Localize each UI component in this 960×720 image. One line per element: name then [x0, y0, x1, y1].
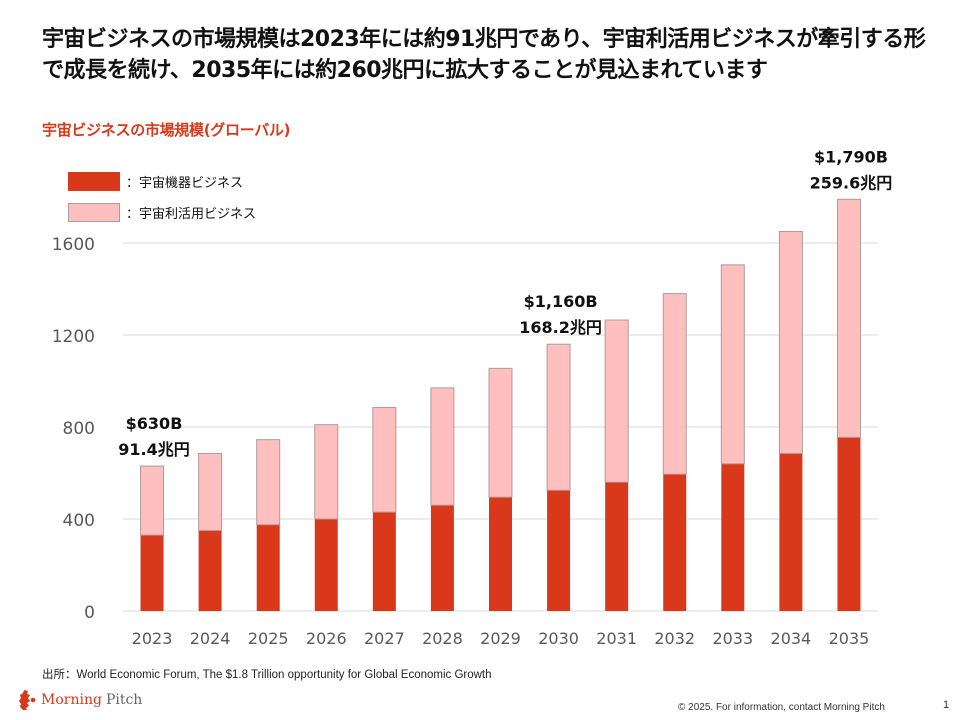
data-label-usd: $1,790B	[814, 147, 888, 166]
x-tick-label: 2026	[306, 629, 347, 648]
logo-word-morning: Morning	[41, 692, 102, 708]
y-tick-label: 1600	[52, 235, 95, 255]
bar-segment-equipment	[547, 490, 571, 611]
bar-segment-utilization	[198, 452, 223, 532]
bar-segment-equipment	[837, 437, 861, 611]
chart-title: 宇宙ビジネスの市場規模(グローバル)	[42, 121, 291, 139]
bar-segment-utilization	[140, 465, 165, 536]
bar-segment-utilization	[256, 439, 281, 526]
legend-swatch-utilization	[68, 203, 120, 222]
bar-segment-utilization	[372, 406, 397, 513]
data-label-jpy: 259.6兆円	[810, 173, 893, 192]
bar-segment-utilization	[720, 264, 745, 465]
chart-legend: ：宇宙機器ビジネス ：宇宙利活用ビジネス	[68, 171, 256, 233]
bar-segment-equipment	[489, 497, 512, 611]
data-label-jpy: 168.2兆円	[519, 318, 602, 337]
legend-item-utilization: ：宇宙利活用ビジネス	[68, 202, 256, 223]
x-tick-label: 2035	[829, 629, 870, 648]
y-tick-label: 800	[63, 419, 95, 439]
bar-segment-equipment	[140, 535, 164, 611]
bar-segment-equipment	[372, 512, 396, 611]
x-tick-label: 2027	[364, 629, 405, 648]
copyright-text: © 2025. For information, contact Morning…	[678, 702, 885, 713]
bar-segment-equipment	[256, 524, 280, 611]
x-tick-label: 2033	[712, 629, 753, 648]
x-tick-label: 2034	[771, 629, 812, 648]
y-tick-label: 1200	[52, 327, 95, 347]
bar-segment-utilization	[430, 387, 455, 506]
bar-segment-equipment	[430, 505, 454, 611]
x-tick-label: 2032	[654, 629, 695, 648]
legend-label-equipment: ：宇宙機器ビジネス	[126, 176, 244, 191]
y-tick-label: 0	[84, 603, 95, 623]
bar-segment-equipment	[314, 519, 338, 611]
x-tick-label: 2023	[132, 629, 173, 648]
legend-swatch-equipment	[68, 172, 120, 191]
bar-segment-utilization	[604, 319, 629, 483]
bar-segment-equipment	[721, 463, 745, 611]
morning-pitch-logo: Morning Pitch	[18, 689, 142, 711]
bar-segment-equipment	[663, 474, 687, 611]
bar-segment-utilization	[836, 198, 861, 438]
y-tick-label: 400	[63, 511, 95, 531]
page-headline: 宇宙ビジネスの市場規模は2023年には約91兆円であり、宇宙利活用ビジネスが牽引…	[42, 27, 926, 83]
bar-segment-equipment	[779, 453, 803, 611]
x-tick-label: 2028	[422, 629, 463, 648]
x-tick-label: 2030	[538, 629, 579, 648]
bar-segment-equipment	[198, 530, 222, 611]
legend-item-equipment: ：宇宙機器ビジネス	[68, 171, 256, 192]
morning-pitch-logo-icon	[19, 690, 36, 710]
legend-label-utilization: ：宇宙利活用ビジネス	[126, 207, 257, 222]
page-number: 1	[943, 699, 950, 711]
x-tick-label: 2024	[190, 629, 231, 648]
logo-word-pitch: Pitch	[105, 692, 143, 708]
data-label-usd: $1,160B	[524, 292, 598, 311]
bar-segment-equipment	[605, 482, 629, 611]
bar-segment-utilization	[546, 343, 571, 491]
x-tick-label: 2029	[480, 629, 521, 648]
bar-segment-utilization	[488, 367, 513, 498]
x-tick-label: 2025	[248, 629, 289, 648]
source-note: 出所：World Economic Forum, The $1.8 Trilli…	[42, 669, 492, 681]
x-tick-label: 2031	[596, 629, 637, 648]
data-label-jpy: 91.4兆円	[118, 440, 189, 459]
bar-segment-utilization	[778, 231, 803, 454]
bar-segment-utilization	[314, 424, 339, 520]
bar-segment-utilization	[662, 293, 687, 475]
data-label-usd: $630B	[126, 414, 183, 433]
